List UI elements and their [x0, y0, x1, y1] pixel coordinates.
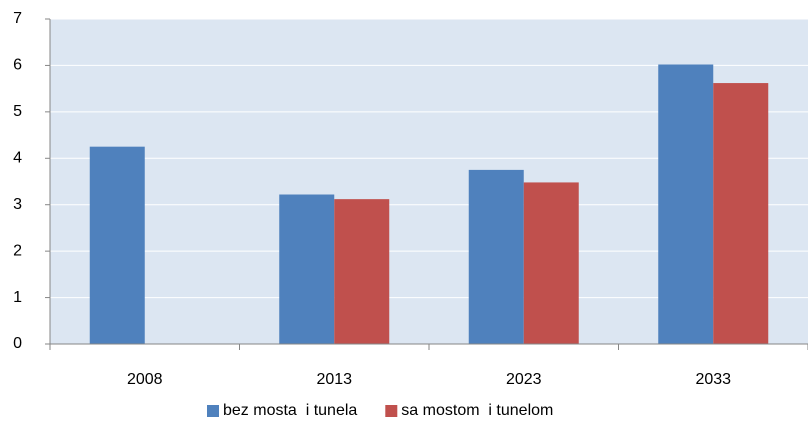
bar [713, 83, 769, 345]
y-tick-label: 2 [13, 242, 22, 259]
legend-label: bez mosta i tunela [223, 402, 357, 419]
bar [334, 199, 390, 344]
y-tick-label: 3 [13, 196, 22, 213]
legend-swatch [385, 405, 398, 417]
x-tick-label: 2033 [695, 371, 731, 388]
legend-label: sa mostom i tunelom [401, 402, 553, 419]
y-tick-label: 7 [13, 10, 22, 27]
bar [468, 169, 524, 344]
y-tick-label: 1 [13, 289, 22, 306]
bar [279, 194, 335, 344]
bar [89, 146, 145, 344]
legend-swatch [207, 405, 219, 417]
y-tick-label: 0 [13, 335, 22, 352]
x-tick-label: 2023 [506, 371, 542, 388]
x-tick-label: 2008 [127, 371, 163, 388]
y-tick-label: 6 [13, 57, 22, 74]
bar [523, 182, 579, 344]
x-tick-label: 2013 [316, 371, 352, 388]
y-tick-label: 5 [13, 103, 22, 120]
bar [658, 64, 714, 344]
y-tick-label: 4 [13, 150, 22, 167]
